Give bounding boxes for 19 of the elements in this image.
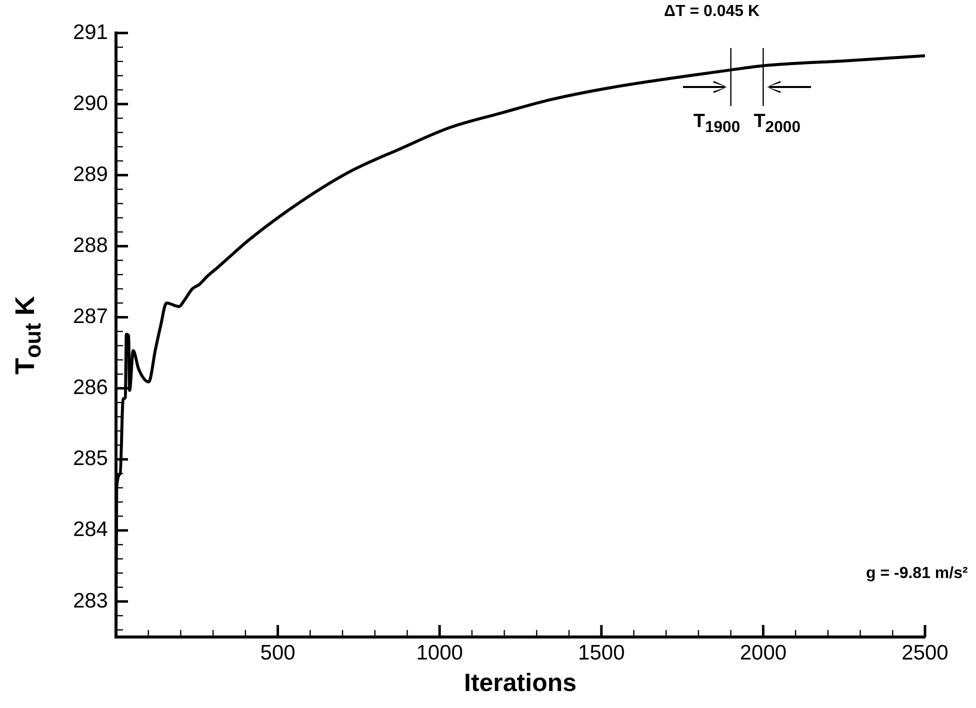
ref-line-label: T$_{2000}$ <box>754 111 801 137</box>
y-tick-label: 289 <box>72 162 108 186</box>
ref-line-label: T$_{1900}$ <box>693 111 740 137</box>
annotation: g = -9.81 m/s² <box>866 565 968 583</box>
x-tick-label: 2500 <box>902 641 948 664</box>
y-tick-label: 291 <box>72 20 108 44</box>
y-tick-label: 283 <box>72 589 108 612</box>
y-tick-label: 285 <box>72 447 108 470</box>
x-tick-label: 1500 <box>578 641 625 664</box>
x-tick-label: 2000 <box>740 641 787 664</box>
x-tick-label: 1000 <box>416 641 463 664</box>
y-tick-label: 286 <box>72 376 108 400</box>
y-tick-label: 288 <box>72 234 108 257</box>
y-tick-label: 290 <box>72 92 108 115</box>
x-axis-title: Iterations <box>464 669 577 698</box>
y-tick-label: 284 <box>72 518 108 542</box>
y-tick-label: 287 <box>72 305 108 328</box>
text: ΔT = 0.045 K <box>664 3 760 21</box>
x-tick-label: 500 <box>260 641 296 664</box>
